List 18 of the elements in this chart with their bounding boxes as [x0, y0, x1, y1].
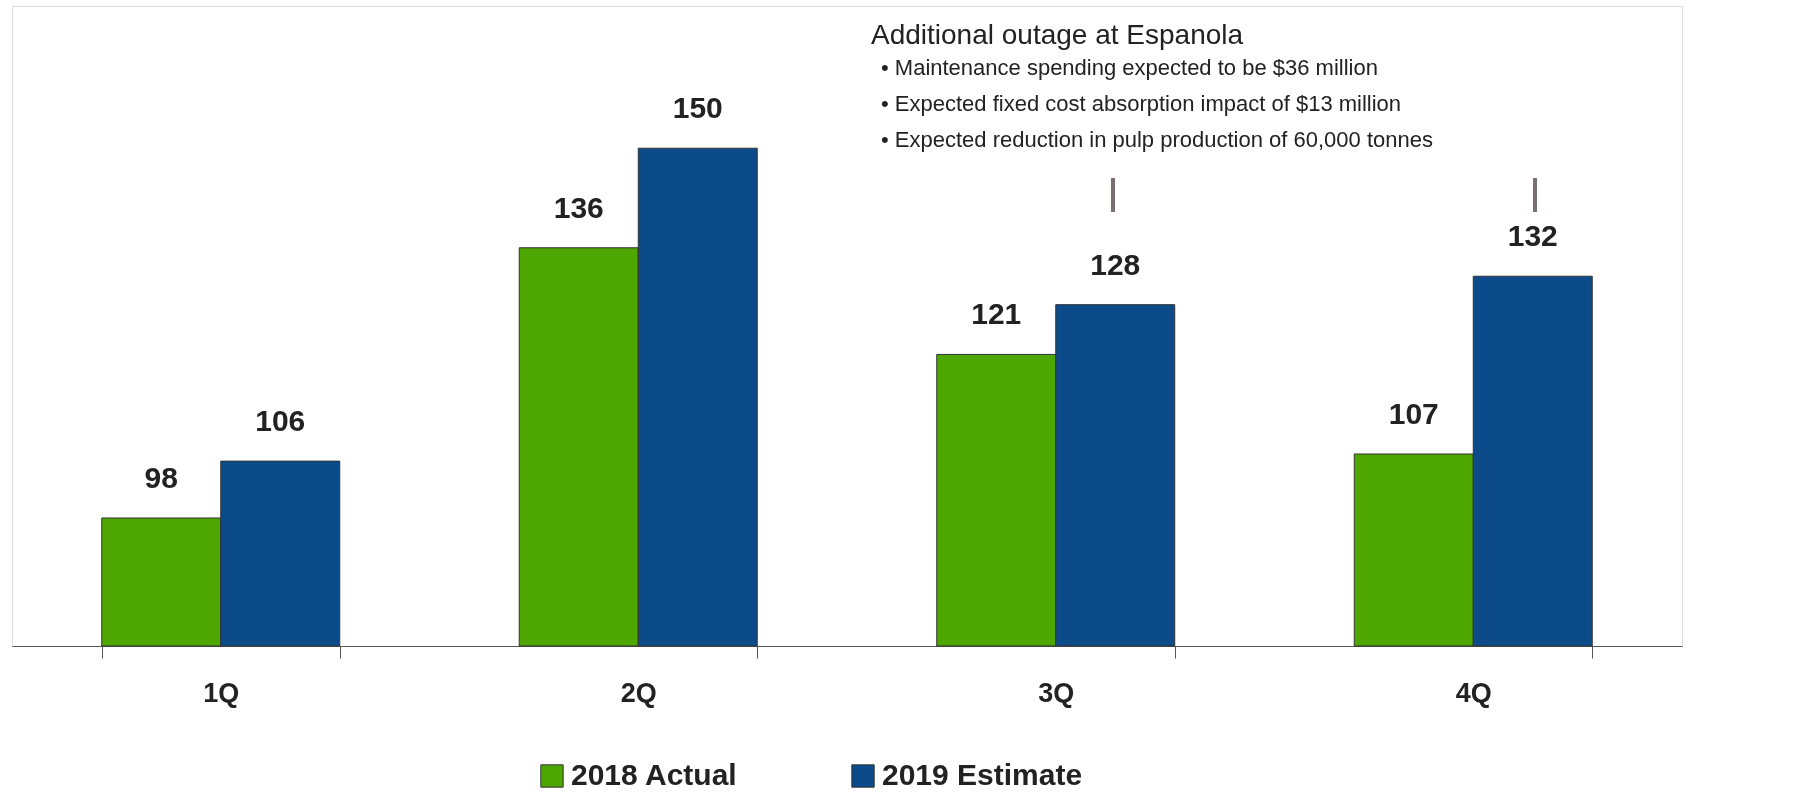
x-tick-label: 2Q — [620, 677, 657, 708]
x-tick-label: 4Q — [1455, 677, 1492, 708]
data-label: 132 — [1507, 219, 1558, 253]
data-label: 107 — [1388, 397, 1439, 430]
annotation: • Expected reduction in pulp production of 60,000 tonnes — [881, 127, 1433, 152]
x-tick-label: 1Q — [203, 677, 240, 708]
x-tick-label: 3Q — [1038, 677, 1075, 708]
legend-label: 2019 Estimate — [882, 758, 1083, 791]
annotation: Additional outage at Espanola — [871, 19, 1244, 50]
annotation: • Expected fixed cost absorption impact of $13 million — [881, 91, 1402, 116]
data-label: 106 — [255, 404, 306, 438]
data-label: 136 — [553, 190, 604, 224]
data-label: 150 — [672, 91, 723, 125]
data-label: 128 — [1090, 247, 1141, 281]
annotation: • Maintenance spending expected to be $36 million — [881, 55, 1378, 80]
data-label: 121 — [971, 297, 1022, 331]
data-label: 98 — [144, 461, 178, 494]
legend-label: 2018 Actual — [571, 758, 737, 791]
